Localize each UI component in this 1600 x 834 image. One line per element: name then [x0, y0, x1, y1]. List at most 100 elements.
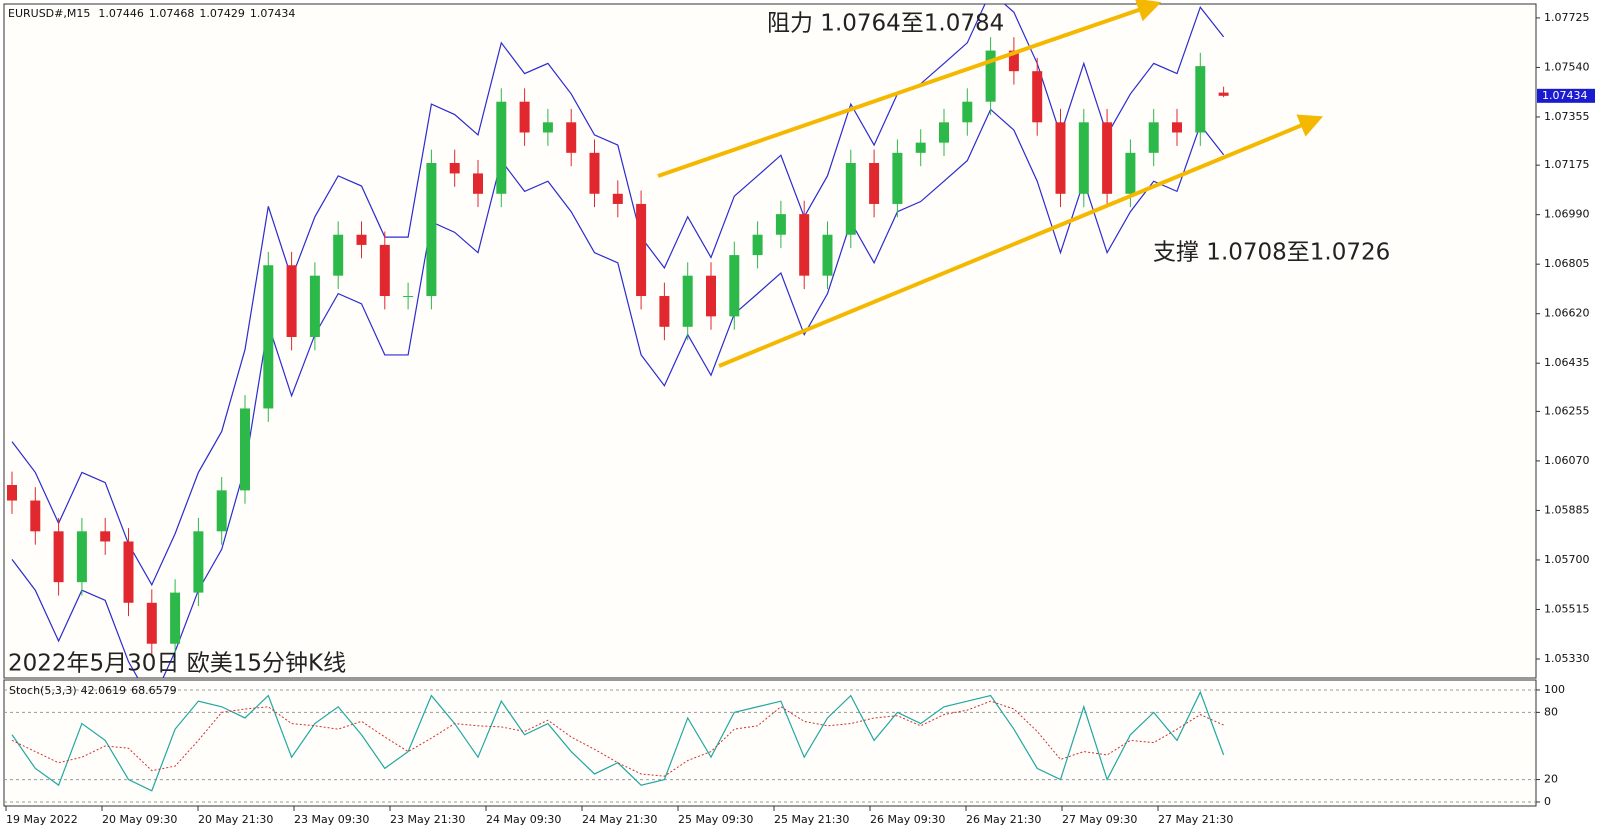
- y-tick-label: 80: [1544, 705, 1558, 718]
- candle-body: [729, 255, 740, 317]
- stoch-line: [11, 690, 1225, 792]
- header-value: 1.07468: [149, 7, 195, 20]
- candle-body: [915, 142, 926, 153]
- candle-body: [1032, 71, 1043, 123]
- x-tick-label: 20 May 21:30: [198, 813, 273, 826]
- stoch-plot: [4, 689, 1536, 803]
- y-tick-label: 1.06255: [1544, 404, 1590, 417]
- candle-body: [193, 531, 204, 593]
- y-tick-label: 1.05885: [1544, 503, 1590, 516]
- y-tick-label: 1.06070: [1544, 454, 1590, 467]
- candle-body: [496, 101, 507, 194]
- candle-body: [333, 234, 344, 276]
- y-tick-label: 1.07355: [1544, 110, 1590, 123]
- candle-body: [706, 275, 716, 317]
- candle-body: [379, 244, 390, 297]
- main-panel: [3, 3, 1537, 679]
- y-tick-label: 1.06990: [1544, 208, 1590, 221]
- candle-body: [869, 162, 880, 204]
- x-tick-label: 24 May 21:30: [582, 813, 657, 826]
- candle-body: [449, 162, 460, 174]
- candle-body: [123, 541, 134, 603]
- candle-body: [356, 234, 367, 245]
- annotation: 支撑 1.0708至1.0726: [1153, 240, 1390, 266]
- stoch-panel: [3, 679, 1537, 807]
- candle-body: [636, 203, 647, 297]
- y-tick-label: 100: [1544, 683, 1565, 696]
- candle-body: [76, 531, 87, 583]
- candle-body: [473, 173, 483, 194]
- candle-body: [170, 592, 181, 644]
- header-value: 1.07446: [98, 7, 144, 20]
- header-value: 1.07429: [199, 7, 245, 20]
- candle-body: [1102, 122, 1113, 194]
- candle-body: [146, 602, 157, 644]
- y-tick-label: 1.07725: [1544, 11, 1590, 24]
- candle-body: [775, 214, 786, 235]
- x-tick-label: 23 May 09:30: [294, 813, 369, 826]
- candle-body: [1195, 66, 1206, 133]
- candle-body: [403, 296, 414, 298]
- lower-band: [11, 108, 1225, 678]
- resistance-arrow: [657, 0, 1162, 178]
- support-arrow: [718, 114, 1324, 368]
- candle-body: [566, 122, 577, 153]
- y-tick-label: 20: [1544, 773, 1558, 786]
- x-tick-label: 23 May 21:30: [390, 813, 465, 826]
- candle-body: [1125, 152, 1136, 194]
- candle-body: [962, 101, 973, 123]
- candle-body: [682, 275, 693, 327]
- y-tick-label: 1.06435: [1544, 356, 1590, 369]
- y-tick-label: 1.06620: [1544, 307, 1590, 320]
- stoch-name: Stoch(5,3,3): [9, 684, 77, 697]
- candle-body: [939, 122, 949, 143]
- x-tick-label: 27 May 21:30: [1158, 813, 1233, 826]
- y-tick-label: 1.06805: [1544, 257, 1590, 270]
- current-price-box: [1537, 88, 1595, 103]
- x-tick-label: 25 May 21:30: [774, 813, 849, 826]
- x-tick-label: 26 May 09:30: [870, 813, 945, 826]
- candle-body: [263, 265, 274, 409]
- candle-body: [309, 275, 320, 337]
- candle-body: [752, 234, 763, 256]
- stoch-value: 68.6579: [131, 684, 177, 697]
- candle-body: [216, 490, 227, 532]
- x-tick-label: 26 May 21:30: [966, 813, 1041, 826]
- x-tick-label: 19 May 2022: [6, 813, 78, 826]
- candle-body: [1172, 122, 1182, 133]
- candle-body: [519, 101, 530, 133]
- candle-body: [799, 214, 810, 276]
- candle-body: [53, 531, 64, 583]
- candle-body: [1148, 122, 1159, 153]
- y-tick-label: 0: [1544, 795, 1551, 808]
- candle-body: [659, 296, 670, 327]
- stoch-value: 42.0619: [81, 684, 127, 697]
- y-tick-label: 1.05700: [1544, 553, 1590, 566]
- header-value: 1.07434: [250, 7, 296, 20]
- annotation: 阻力 1.0764至1.0784: [767, 11, 1004, 37]
- candle-body: [845, 162, 856, 235]
- candle-body: [1008, 50, 1019, 72]
- current-price-label: 1.07434: [1542, 89, 1588, 102]
- stoch-label: Stoch(5,3,3) 42.0619 68.6579: [9, 684, 177, 697]
- candle-body: [286, 265, 297, 337]
- candle-body: [30, 500, 41, 532]
- candle-body: [1218, 92, 1229, 96]
- candle-body: [1055, 122, 1066, 194]
- candle-body: [240, 408, 250, 491]
- x-tick-label: 20 May 09:30: [102, 813, 177, 826]
- chart-title: 2022年5月30日 欧美15分钟K线: [8, 651, 346, 677]
- candle-body: [542, 122, 553, 133]
- candle-body: [985, 50, 996, 102]
- upper-band: [11, 4, 1225, 587]
- candle-body: [822, 234, 833, 276]
- stoch-line: [11, 700, 1224, 777]
- candle-body: [7, 485, 17, 501]
- candle-body: [892, 152, 903, 204]
- candle-body: [1078, 122, 1089, 194]
- y-tick-label: 1.05330: [1544, 652, 1590, 665]
- x-tick-label: 25 May 09:30: [678, 813, 753, 826]
- header: EURUSD#,M15 1.07446 1.07468 1.07429 1.07434: [8, 7, 295, 20]
- axes: 1.07725 1.07540 1.07355 1.07175 1.06990 1.068…: [5, 11, 1595, 826]
